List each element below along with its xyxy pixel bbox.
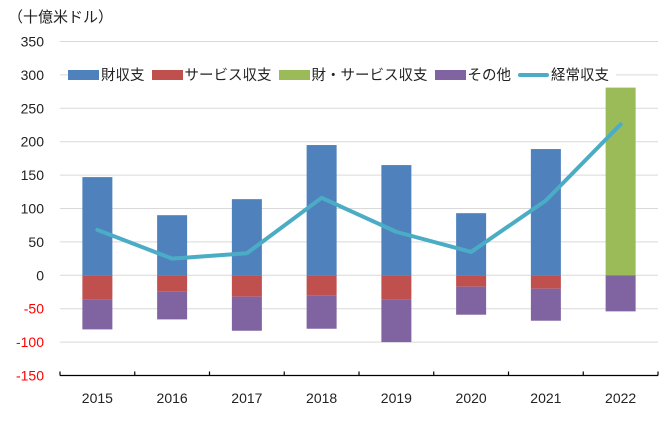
y-tick-label: 250 — [21, 100, 45, 116]
x-tick-label: 2017 — [231, 390, 262, 406]
bar-segment — [456, 275, 487, 287]
legend-label-goods-services: 財・サービス収支 — [311, 68, 428, 84]
bar-segment — [306, 275, 337, 296]
bar-segment — [381, 275, 412, 300]
legend-item-current-account: 経常収支 — [518, 64, 609, 85]
bar-segment — [82, 275, 113, 300]
y-tick-label: -100 — [16, 334, 44, 350]
legend-item-goods-services: 財・サービス収支 — [278, 64, 428, 85]
y-tick-label: -150 — [16, 368, 44, 384]
legend-label-goods: 財収支 — [101, 68, 145, 84]
y-tick-label: -50 — [24, 301, 44, 317]
y-tick-label: 200 — [21, 134, 45, 150]
bar-segment — [231, 296, 262, 331]
legend-line-current-account — [518, 72, 549, 77]
legend: 財収支 サービス収支 財・サービス収支 その他 経常収支 — [68, 64, 616, 85]
bar-segment — [231, 275, 262, 297]
x-tick-label: 2020 — [456, 390, 487, 406]
y-tick-label: 0 — [36, 267, 44, 283]
legend-swatch-goods — [68, 69, 99, 80]
y-tick-label: 150 — [21, 167, 45, 183]
legend-item-other: その他 — [434, 64, 512, 85]
y-tick-label: 100 — [21, 201, 45, 217]
x-tick-label: 2021 — [530, 390, 561, 406]
bar-segment — [82, 299, 113, 330]
bar-segment — [530, 275, 561, 289]
bar-segment — [456, 286, 487, 315]
x-tick-label: 2015 — [82, 390, 113, 406]
bar-segment — [306, 295, 337, 329]
legend-swatch-other — [434, 69, 466, 80]
y-axis-unit-label: （十億米ドル） — [8, 8, 114, 26]
y-tick-label: 350 — [21, 34, 45, 50]
legend-item-services: サービス収支 — [151, 64, 272, 85]
bar-segment — [82, 177, 113, 276]
x-tick-label: 2016 — [157, 390, 188, 406]
legend-label-services: サービス収支 — [184, 68, 272, 84]
y-tick-label: 50 — [28, 234, 44, 250]
bar-segment — [605, 275, 636, 312]
legend-item-goods: 財収支 — [68, 64, 145, 85]
x-tick-label: 2019 — [381, 390, 412, 406]
bar-segment — [605, 87, 636, 276]
y-tick-label: 300 — [21, 67, 45, 83]
bar-segment — [530, 149, 561, 276]
legend-swatch-services — [151, 69, 183, 80]
legend-label-current-account: 経常収支 — [551, 68, 609, 84]
bar-segment — [530, 288, 561, 321]
legend-label-other: その他 — [467, 68, 512, 84]
bar-segment — [157, 275, 188, 292]
bar-segment — [306, 145, 337, 276]
x-tick-label: 2018 — [306, 390, 337, 406]
bar-segment — [381, 165, 412, 276]
bar-segment — [157, 291, 188, 320]
bar-segment — [231, 199, 262, 276]
current-account-line — [95, 122, 623, 261]
x-tick-label: 2022 — [605, 390, 636, 406]
bar-segment — [157, 215, 188, 276]
legend-swatch-goods-services — [278, 69, 310, 80]
bar-segment — [381, 299, 412, 343]
